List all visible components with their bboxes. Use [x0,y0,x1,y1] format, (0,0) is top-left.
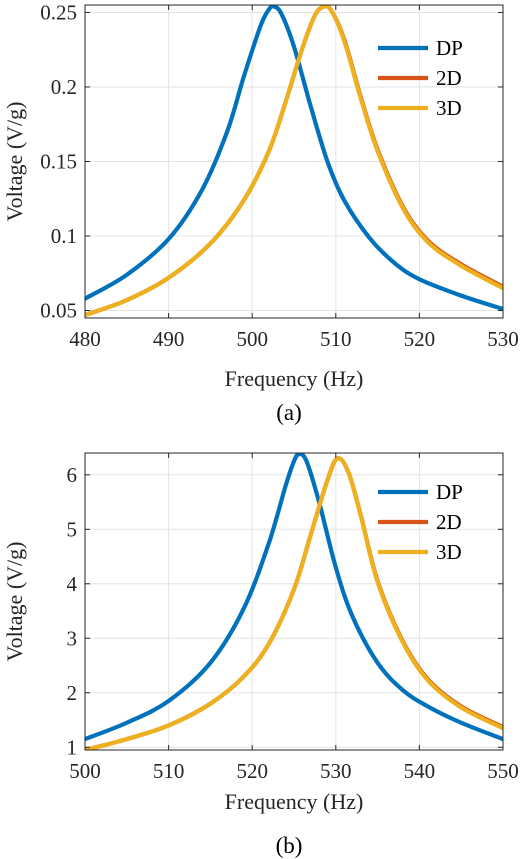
y-tick-label: 3 [67,626,78,650]
series-line-dp [85,5,503,312]
x-tick-label: 500 [236,327,268,351]
x-tick-label: 540 [404,759,436,783]
series-line-dp [85,453,503,742]
series-line-3d [85,456,503,750]
y-tick-label: 1 [67,735,78,759]
series-group [85,453,503,750]
legend-label-3d: 3D [436,540,462,564]
x-axis-label: Frequency (Hz) [225,366,364,391]
y-tick-label: 0.25 [40,0,77,24]
y-axis-label: Voltage (V/g) [2,102,27,222]
x-tick-label: 500 [69,759,101,783]
legend-label-3d: 3D [436,96,462,120]
x-tick-label: 520 [236,759,268,783]
legend-label-dp: DP [436,480,463,504]
y-axis-label: Voltage (V/g) [2,542,27,662]
x-tick-label: 490 [153,327,185,351]
x-axis-label: Frequency (Hz) [225,789,364,814]
chart-panel-b: 500 510 520 530 540 550 1 2 3 4 5 6 Frequency (Hz) Vo… [2,452,519,858]
x-tick-label: 510 [320,327,352,351]
series-line-3d [85,5,503,318]
x-tick-label: 480 [69,327,101,351]
y-tick-label: 5 [67,517,78,541]
x-tick-label: 530 [487,327,519,351]
x-tick-label: 550 [487,759,519,783]
x-tick-label: 510 [153,759,185,783]
y-tick-label: 6 [67,463,78,487]
legend-label-2d: 2D [436,510,462,534]
legend-label-2d: 2D [436,66,462,90]
panel-caption: (b) [276,833,303,858]
y-tick-label: 2 [67,681,78,705]
x-tick-label: 530 [320,759,352,783]
y-tick-label: 0.2 [51,75,77,99]
y-tick-label: 0.05 [40,299,77,323]
legend: DP 2D 3D [378,36,463,120]
x-tick-label: 520 [404,327,436,351]
legend: DP 2D 3D [378,480,463,564]
y-tick-label: 4 [67,572,78,596]
legend-label-dp: DP [436,36,463,60]
plot-frame [84,452,504,751]
series-group [85,5,503,318]
y-tick-label: 0.15 [40,150,77,174]
chart-panel-a: 480 490 500 510 520 530 0.05 0.1 0.15 0.2 0.25 Freq… [2,0,519,425]
y-tick-label: 0.1 [51,224,77,248]
panel-caption: (a) [276,400,302,425]
